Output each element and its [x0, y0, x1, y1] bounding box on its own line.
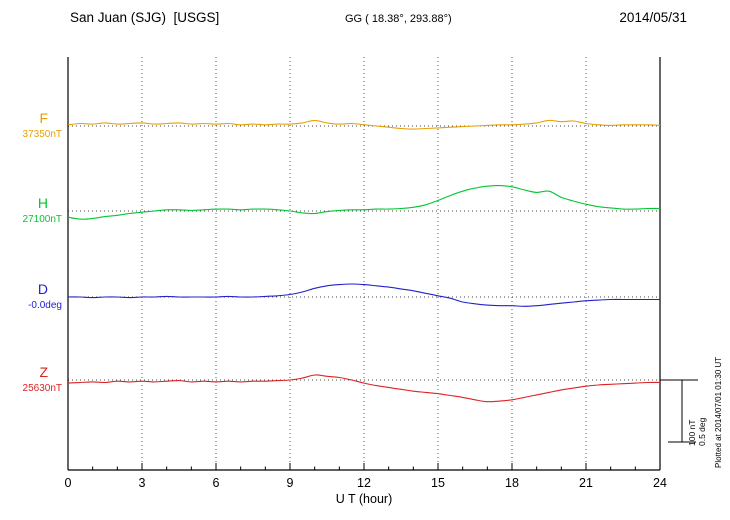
x-tick-label: 15 — [431, 476, 445, 490]
scalebar-deg-label: 0.5 deg — [696, 417, 707, 446]
plot-date: 2014/05/31 — [619, 10, 687, 25]
geo-coords: GG ( 18.38°, 293.88°) — [345, 13, 452, 25]
trace-D — [67, 283, 660, 307]
plotted-at-note: Plotted at 2014/07/01 01:30 UT — [714, 356, 723, 468]
channel-letter-H: H — [37, 195, 48, 211]
scalebar-labels: 100 nT 0.5 deg — [687, 417, 707, 446]
x-tick-label: 21 — [579, 476, 593, 490]
x-tick-label: 3 — [139, 476, 146, 490]
channel-letter-D: D — [37, 281, 48, 297]
channel-baseline-value-D: -0.0deg — [28, 300, 62, 311]
channel-letter-F: F — [39, 110, 48, 126]
x-axis-label: U T (hour) — [335, 492, 393, 506]
channel-baseline-value-Z: 25630nT — [22, 383, 62, 394]
trace-F — [67, 119, 661, 130]
channel-baseline-value-H: 27100nT — [22, 214, 62, 225]
x-tick-label: 24 — [653, 476, 667, 490]
channel-baseline-value-F: 37350nT — [22, 129, 62, 140]
x-tick-label: 9 — [287, 476, 294, 490]
trace-Z — [67, 374, 661, 403]
channel-letter-Z: Z — [39, 364, 48, 380]
x-tick-label: 12 — [357, 476, 371, 490]
station-title: San Juan (SJG) [USGS] — [70, 10, 220, 25]
trace-H — [67, 185, 661, 220]
x-tick-label: 0 — [65, 476, 72, 490]
x-tick-label: 18 — [505, 476, 519, 490]
x-tick-label: 6 — [213, 476, 220, 490]
